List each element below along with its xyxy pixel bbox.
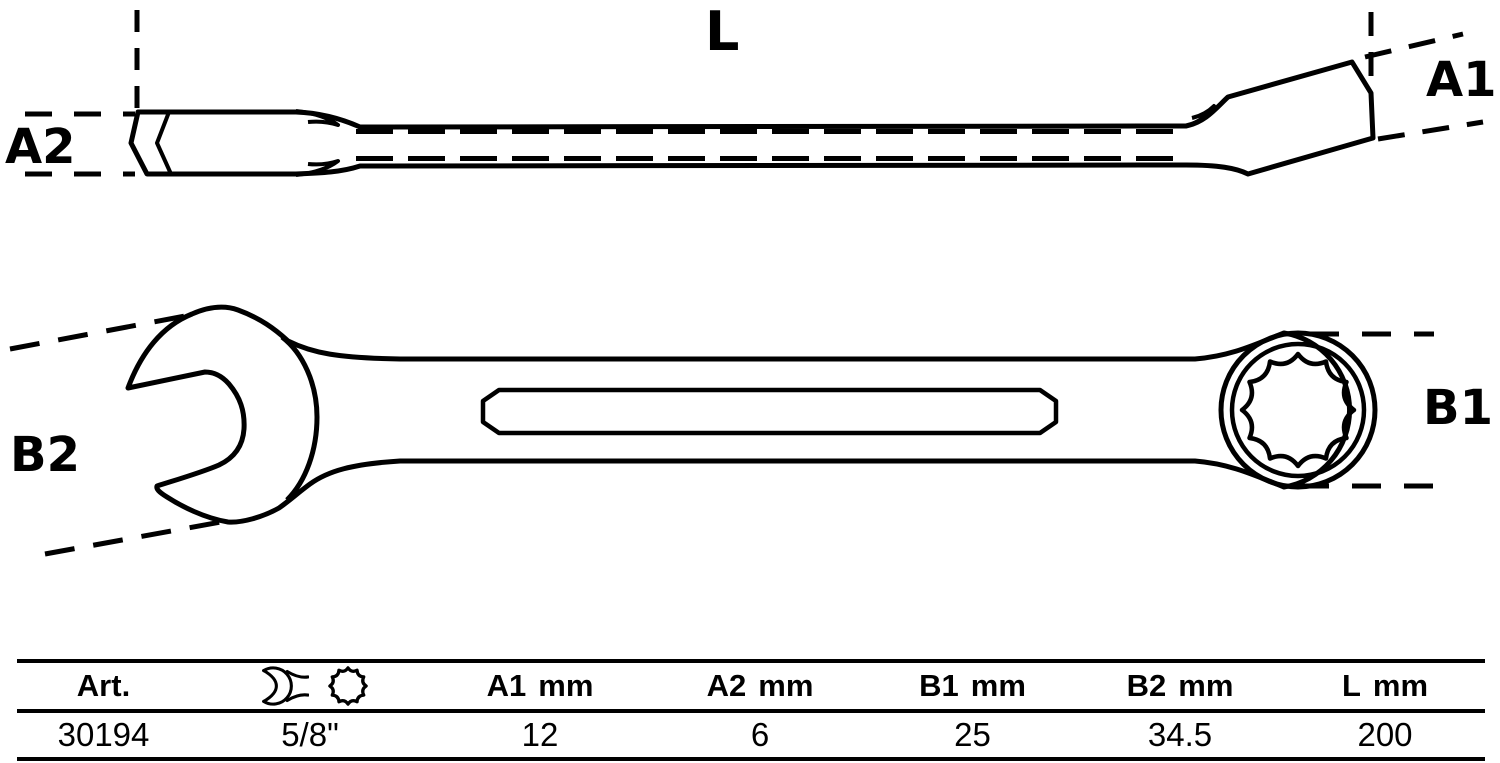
spec-table: Art. A1 mm A2 mm B1 mm B2 mm (17, 659, 1485, 761)
col-header-a1: A1 mm (430, 668, 650, 704)
col-header-a2: A2 mm (650, 668, 870, 704)
value-l: 200 (1357, 716, 1413, 753)
table-header-row: Art. A1 mm A2 mm B1 mm B2 mm (17, 663, 1485, 709)
label-B2: B2 (10, 427, 80, 483)
table-value-row: 30194 5/8" 12 6 25 34.5 200 (17, 713, 1485, 757)
top-view-body-outline (125, 304, 1353, 525)
side-view: L A1 A2 (5, 0, 1497, 177)
a1-header-label: A1 (486, 668, 527, 703)
b2-header-unit: mm (1178, 668, 1234, 703)
ring-end-twelve-point-profile (1239, 351, 1357, 469)
a1-header-unit: mm (538, 668, 594, 703)
a2-header-label: A2 (706, 668, 747, 703)
side-view-body-outline (128, 59, 1376, 177)
table-rule-bottom (17, 757, 1485, 761)
open-end-wrench-icon (262, 666, 309, 706)
value-size: 5/8" (281, 716, 339, 753)
a1-dimension-line-top (1364, 31, 1464, 60)
l-header-label: L (1341, 668, 1361, 703)
b1-header-label: B1 (919, 668, 959, 703)
b2-header-label: B2 (1126, 668, 1167, 703)
col-header-art: Art. (17, 668, 190, 704)
art-header-label: Art. (76, 668, 131, 703)
value-a2: 6 (750, 716, 770, 753)
neck-lip-detail-bottom (295, 159, 340, 177)
col-header-b1: B1 mm (870, 668, 1075, 704)
col-header-l: L mm (1285, 668, 1485, 704)
value-b1: 25 (954, 716, 991, 753)
top-view: B1 B2 (9, 304, 1493, 557)
ring-end-outer-circle (1218, 330, 1378, 490)
open-end-head-shoulder-line (280, 335, 320, 502)
b2-dimension-line-top (9, 311, 197, 352)
table-rule-middle (17, 709, 1485, 713)
label-length-L: L (705, 0, 739, 63)
l-header-unit: mm (1372, 668, 1429, 703)
shaft-recess-slot (480, 387, 1059, 436)
col-header-wrench-type (190, 664, 430, 708)
b1-header-unit: mm (970, 668, 1026, 703)
table-rule-top (17, 659, 1485, 663)
label-A1: A1 (1426, 52, 1497, 108)
label-B1: B1 (1423, 380, 1493, 436)
label-A2: A2 (5, 119, 76, 175)
value-art-number: 30194 (57, 716, 150, 753)
a1-dimension-line-bottom (1377, 119, 1484, 142)
value-a1: 12 (521, 716, 559, 753)
neck-lip-detail-top (295, 109, 340, 127)
b2-dimension-line-bottom (44, 517, 233, 557)
open-end-tip-bevel-line (155, 111, 173, 175)
twelve-point-ring-icon (328, 666, 368, 706)
ring-end-inner-circle (1229, 341, 1367, 479)
value-b2: 34.5 (1147, 716, 1213, 753)
a2-header-unit: mm (758, 668, 814, 703)
box-neck-lip-detail-top (1185, 104, 1216, 128)
col-header-b2: B2 mm (1075, 668, 1285, 704)
